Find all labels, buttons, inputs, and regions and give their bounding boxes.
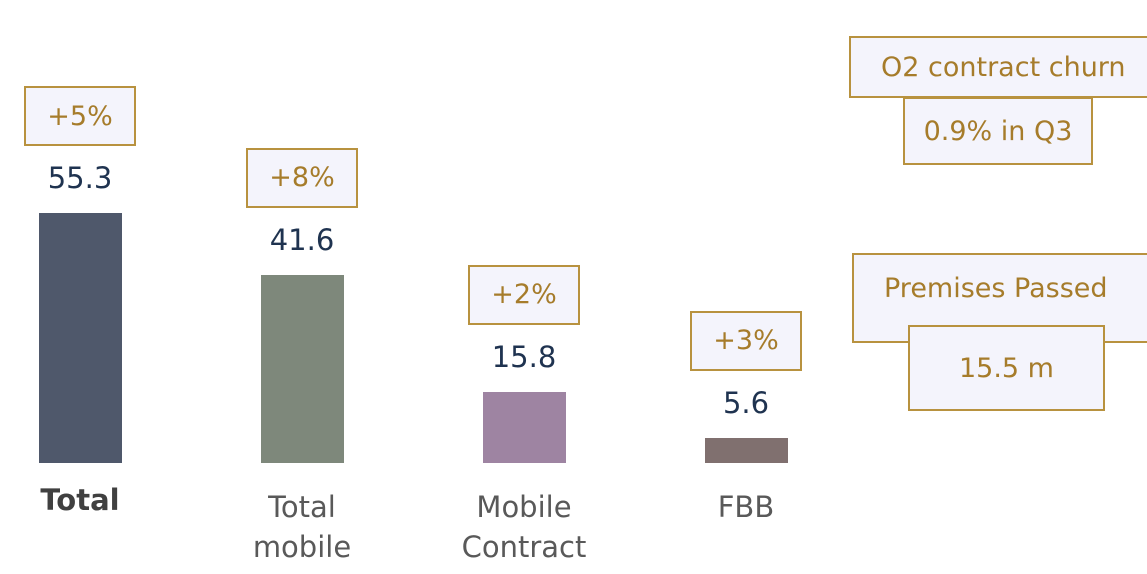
bar [260,274,344,463]
annotation-title: O2 contract churn [849,36,1147,98]
bar [704,437,788,463]
annotation-value: 0.9% in Q3 [903,97,1093,165]
category-label: Total [40,483,120,517]
growth-label: +3% [690,310,802,371]
category-label: Mobile Contract [461,490,587,564]
value-label: 41.6 [269,222,335,257]
growth-label: +8% [246,147,358,208]
category-label: Total mobile [252,490,352,564]
annotation-value: 15.5 m [908,325,1105,411]
value-label: 15.8 [491,339,557,374]
bar [38,213,122,463]
value-label: 5.6 [722,385,770,420]
bar [482,391,566,463]
growth-label: +5% [24,86,136,146]
category-label: FBB [717,490,775,524]
value-label: 55.3 [47,161,113,195]
growth-label: +2% [468,264,580,325]
